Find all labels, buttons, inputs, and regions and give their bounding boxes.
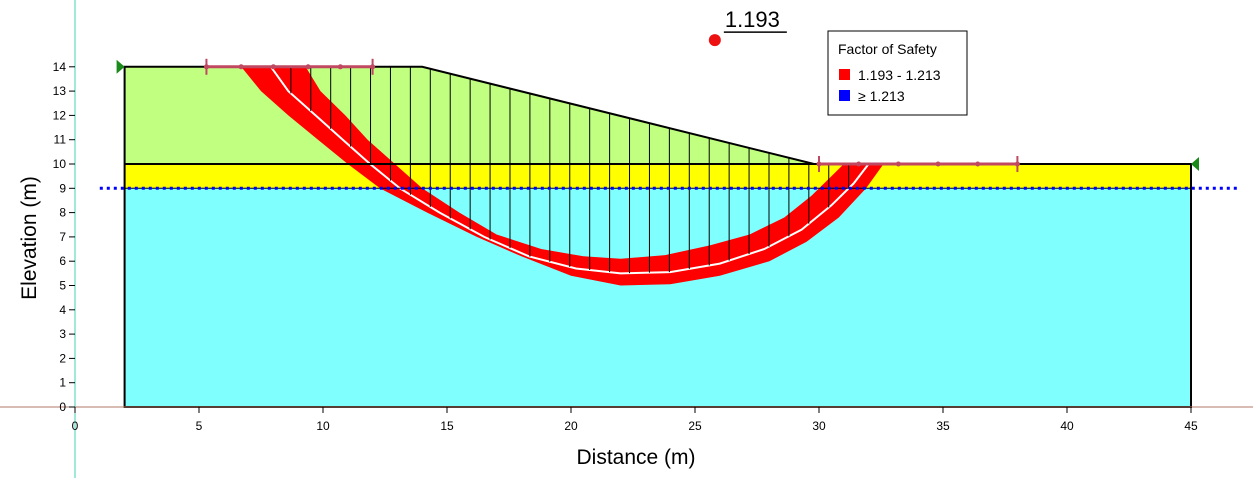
y-tick-label: 5 xyxy=(59,279,66,293)
exit-range-mark xyxy=(816,161,822,167)
x-tick-label: 0 xyxy=(72,419,79,433)
x-tick-label: 35 xyxy=(936,419,950,433)
y-tick-label: 11 xyxy=(54,133,67,147)
y-tick-label: 14 xyxy=(53,60,67,74)
x-tick-label: 15 xyxy=(440,419,454,433)
legend: Factor of Safety 1.193 - 1.213 ≥ 1.213 xyxy=(827,30,968,116)
slip-band-fill xyxy=(241,66,884,286)
entry-range-mark xyxy=(337,64,343,70)
legend-label-above: ≥ 1.213 xyxy=(858,88,905,104)
exit-range-mark xyxy=(856,161,862,167)
upper-fill-material xyxy=(124,66,815,164)
entry-exit-ranges xyxy=(203,58,1020,172)
legend-box xyxy=(827,30,968,116)
x-tick-label: 45 xyxy=(1184,419,1198,433)
y-tick-label: 2 xyxy=(59,351,66,365)
critical-slip-surface xyxy=(270,66,870,275)
y-tick-label: 6 xyxy=(59,254,66,268)
foundation-material xyxy=(124,188,1192,407)
exit-range-mark xyxy=(975,161,981,167)
y-tick-label: 3 xyxy=(59,327,66,341)
x-tick-label: 25 xyxy=(688,419,702,433)
y-tick-label: 1 xyxy=(59,376,66,390)
x-tick-label: 30 xyxy=(812,419,826,433)
x-tick-label: 10 xyxy=(316,419,330,433)
legend-label-range: 1.193 - 1.213 xyxy=(858,67,941,83)
critical-center: 1.193 xyxy=(708,7,787,47)
entry-range-mark xyxy=(370,64,376,70)
min-fos-label: 1.193 xyxy=(725,7,780,32)
entry-range-mark xyxy=(270,64,276,70)
y-tick-label: 10 xyxy=(53,157,67,171)
entry-range-mark xyxy=(203,64,209,70)
y-tick-label: 9 xyxy=(59,181,66,195)
entry-range-mark xyxy=(238,64,244,70)
exit-range-mark xyxy=(895,161,901,167)
x-axis-title: Distance (m) xyxy=(576,446,695,469)
y-tick-label: 4 xyxy=(59,303,66,317)
x-tick-label: 20 xyxy=(564,419,578,433)
exit-range-mark xyxy=(935,161,941,167)
entry-range-mark xyxy=(305,64,311,70)
left-boundary-marker xyxy=(116,59,125,74)
y-tick-label: 7 xyxy=(59,230,66,244)
x-tick-label: 40 xyxy=(1060,419,1074,433)
material-layers xyxy=(124,66,1192,407)
slip-surface-band xyxy=(241,66,884,286)
thin-layer-material xyxy=(124,164,1192,189)
legend-title: Factor of Safety xyxy=(838,41,937,57)
critical-center-dot xyxy=(708,34,721,47)
exit-range-mark xyxy=(1014,161,1020,167)
y-tick-label: 0 xyxy=(59,400,66,414)
y-tick-label: 13 xyxy=(53,84,67,98)
y-tick-label: 8 xyxy=(59,206,66,220)
y-axis-title: Elevation (m) xyxy=(18,176,41,300)
y-tick-label: 12 xyxy=(53,108,67,122)
legend-swatch-red xyxy=(839,69,850,80)
critical-slices xyxy=(290,66,850,274)
right-boundary-marker xyxy=(1191,157,1199,171)
x-tick-label: 5 xyxy=(196,419,203,433)
legend-swatch-blue xyxy=(839,90,850,101)
